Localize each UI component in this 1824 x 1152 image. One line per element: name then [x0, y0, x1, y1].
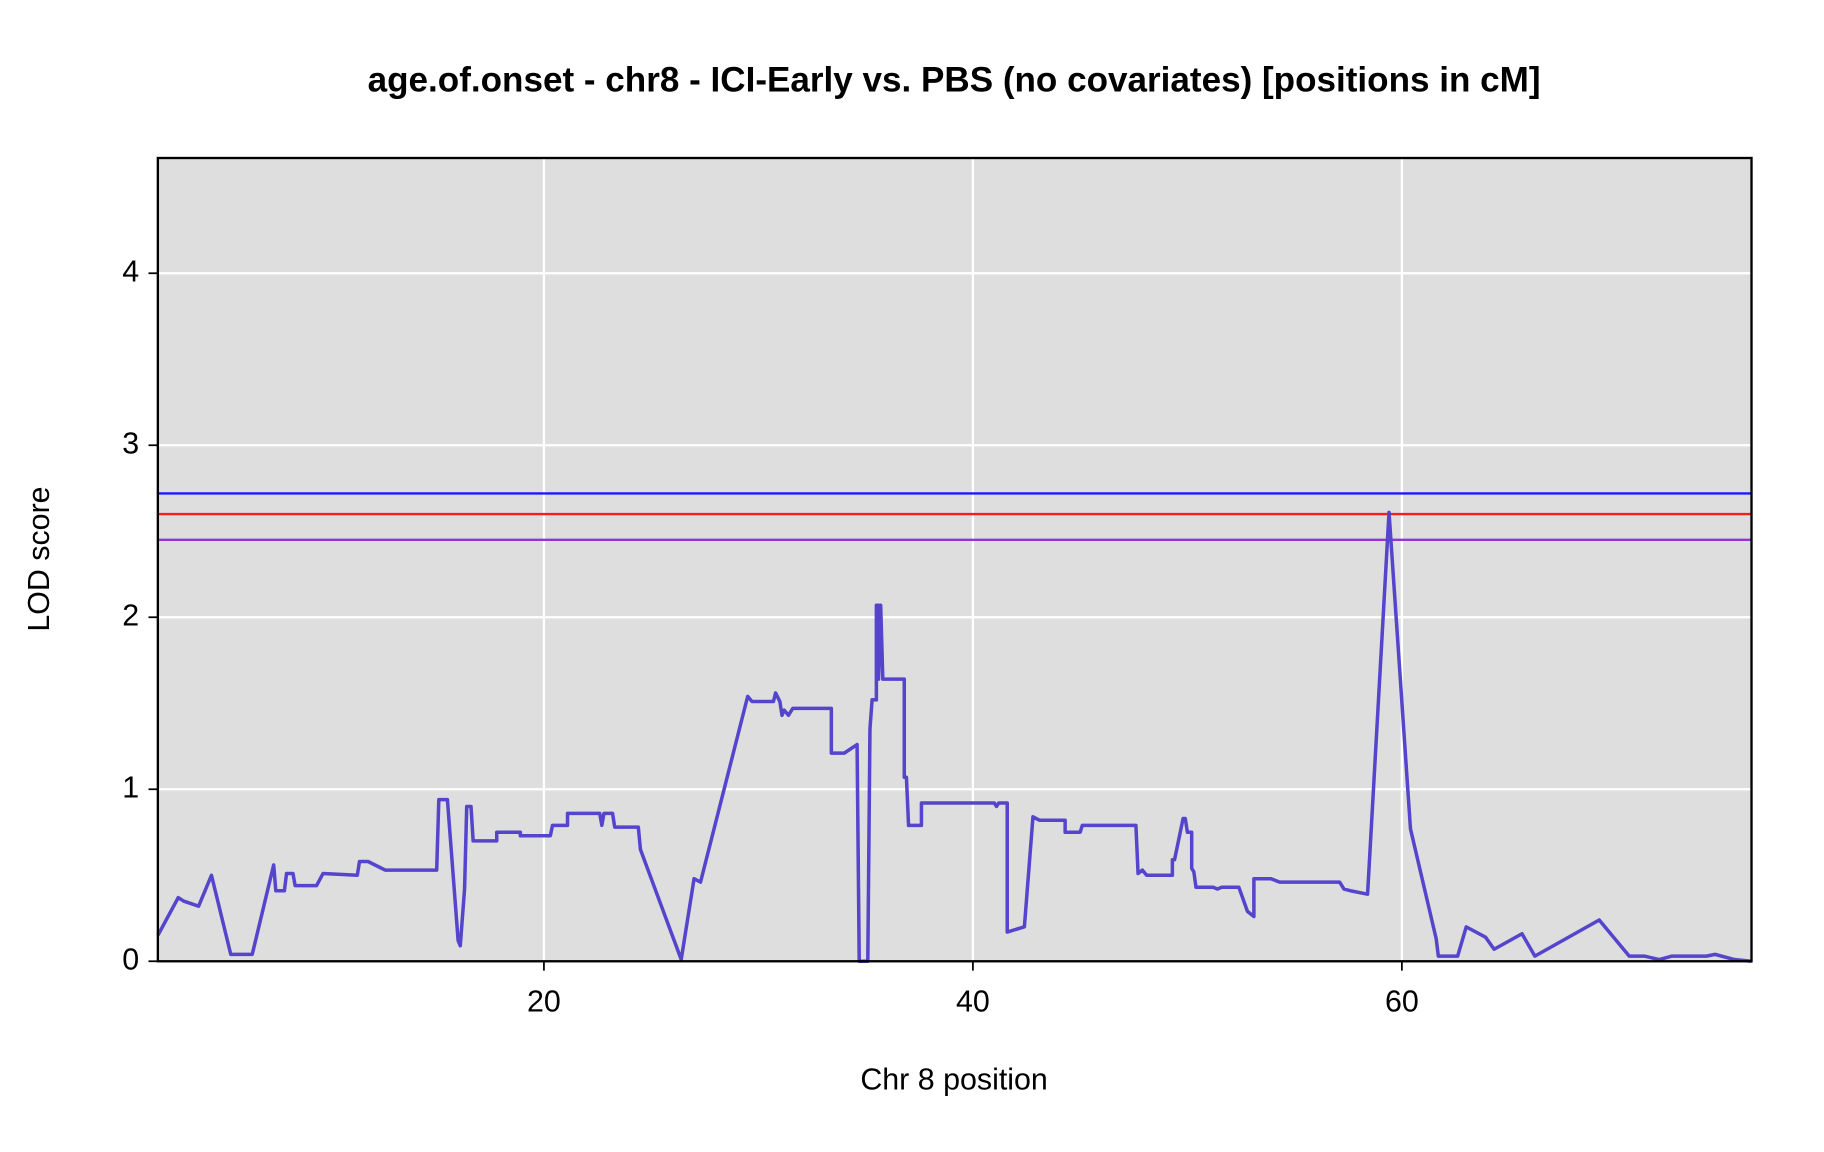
y-tick-label: 4 [122, 254, 139, 288]
y-tick-label: 1 [122, 770, 139, 804]
y-tick-label: 0 [122, 942, 139, 976]
x-tick-label: 20 [527, 984, 561, 1018]
y-axis-label: LOD score [22, 486, 56, 631]
y-tick-label: 3 [122, 426, 139, 460]
x-tick-label: 60 [1385, 984, 1419, 1018]
chart-title: age.of.onset - chr8 - ICI-Early vs. PBS … [368, 60, 1541, 99]
y-tick-label: 2 [122, 598, 139, 632]
x-axis-label: Chr 8 position [860, 1063, 1048, 1097]
x-tick-label: 40 [956, 984, 990, 1018]
plot-frame [156, 156, 1753, 963]
plot-area [157, 158, 1752, 962]
data-line [156, 510, 1752, 964]
